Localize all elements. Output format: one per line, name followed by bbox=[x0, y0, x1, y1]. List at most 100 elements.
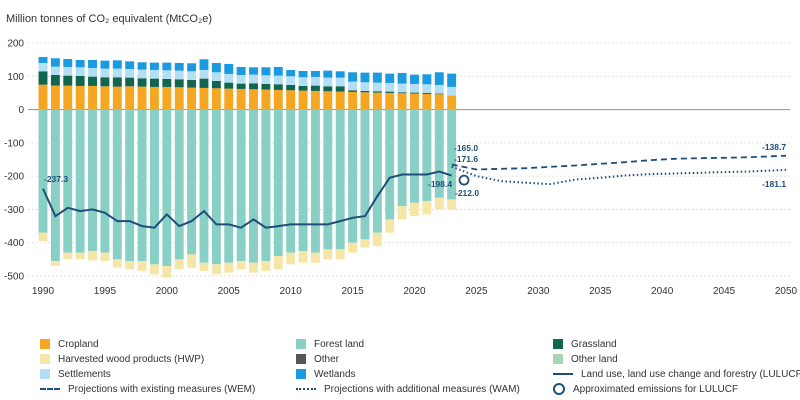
bar-cropland-2011 bbox=[298, 90, 308, 110]
axis-ticks: 200 100 0 -100 -200 -300 -400 -500 1990 1995 2000 2… bbox=[4, 39, 798, 298]
bar-forest-land-2000 bbox=[162, 109, 172, 267]
data-label: -181.1 bbox=[762, 179, 786, 189]
bar-settlements-2014 bbox=[335, 77, 345, 87]
bar-grassland-1997 bbox=[125, 77, 135, 87]
bar-forest-land-2012 bbox=[310, 109, 320, 253]
bar-harvested-wood-products-hwp--2022 bbox=[434, 197, 444, 210]
bar-harvested-wood-products-hwp--1995 bbox=[100, 252, 110, 262]
wem-line bbox=[451, 154, 787, 171]
bar-harvested-wood-products-hwp--2007 bbox=[249, 262, 258, 273]
data-label: -237.3 bbox=[44, 174, 68, 184]
bar-forest-land-1992 bbox=[63, 109, 73, 253]
bar-forest-land-2002 bbox=[187, 109, 197, 255]
bar-settlements-1991 bbox=[50, 66, 60, 75]
bar-settlements-2001 bbox=[174, 70, 184, 80]
bar-wetlands-2009 bbox=[273, 66, 283, 76]
bar-harvested-wood-products-hwp--1990 bbox=[38, 232, 48, 242]
x-tick-label: 1990 bbox=[32, 286, 55, 297]
legend-item-other: Other bbox=[296, 352, 339, 366]
legend-label: Cropland bbox=[58, 338, 99, 350]
bar-settlements-2008 bbox=[261, 75, 271, 84]
y-tick-label: 100 bbox=[7, 72, 24, 83]
bar-forest-land-2021 bbox=[422, 109, 432, 202]
legend-item-settlements: Settlements bbox=[40, 367, 111, 381]
bar-harvested-wood-products-hwp--2017 bbox=[372, 232, 382, 247]
legend-label: Forest land bbox=[314, 338, 365, 350]
bar-grassland-2014 bbox=[335, 86, 345, 92]
bar-grassland-1990 bbox=[38, 71, 48, 85]
bar-cropland-1999 bbox=[149, 86, 159, 110]
bar-forest-land-2018 bbox=[385, 109, 395, 220]
bar-grassland-2011 bbox=[298, 85, 308, 91]
circle-marker-icon bbox=[553, 383, 565, 395]
bar-cropland-2019 bbox=[397, 93, 407, 110]
bar-grassland-1994 bbox=[88, 76, 97, 86]
data-label: -212.0 bbox=[455, 188, 479, 198]
bar-cropland-2005 bbox=[224, 88, 234, 110]
bar-grassland-2001 bbox=[174, 79, 184, 88]
bar-harvested-wood-products-hwp--2008 bbox=[261, 261, 271, 272]
bar-harvested-wood-products-hwp--2009 bbox=[273, 256, 283, 270]
bar-cropland-2010 bbox=[286, 90, 296, 110]
legend-item-land-use-land-use-change-and-forestry-lulucf: Land use, land use change and forestry (… bbox=[553, 367, 800, 381]
bar-cropland-1990 bbox=[38, 84, 48, 110]
bar-settlements-2009 bbox=[273, 75, 283, 85]
bar-grassland-2020 bbox=[410, 92, 419, 94]
bar-grassland-2016 bbox=[360, 90, 370, 93]
y-tick-label: -400 bbox=[4, 238, 24, 249]
bars bbox=[38, 56, 457, 278]
bar-forest-land-2011 bbox=[298, 109, 308, 252]
bar-wetlands-1990 bbox=[38, 56, 48, 63]
data-label: -165.0 bbox=[454, 143, 478, 153]
lulucf-chart: Million tonnes of CO₂ equivalent (MtCO₂e… bbox=[4, 13, 798, 298]
bar-cropland-2004 bbox=[211, 88, 221, 110]
legend-label: Projections with additional measures (WA… bbox=[324, 383, 520, 395]
bar-harvested-wood-products-hwp--2019 bbox=[397, 206, 407, 220]
bar-harvested-wood-products-hwp--1992 bbox=[63, 252, 73, 260]
x-tick-label: 2005 bbox=[218, 286, 241, 297]
bar-forest-land-1991 bbox=[50, 109, 60, 262]
bar-cropland-1997 bbox=[125, 86, 135, 110]
bar-forest-land-1994 bbox=[88, 109, 97, 252]
bar-forest-land-2005 bbox=[224, 109, 234, 263]
bar-grassland-2012 bbox=[310, 85, 320, 91]
bar-settlements-2018 bbox=[385, 82, 395, 92]
bar-forest-land-2008 bbox=[261, 109, 271, 262]
bar-grassland-2002 bbox=[187, 79, 197, 88]
bar-wetlands-2004 bbox=[211, 62, 221, 73]
bar-cropland-1991 bbox=[50, 85, 60, 110]
bar-wetlands-2002 bbox=[187, 63, 197, 72]
bar-settlements-2004 bbox=[211, 72, 221, 81]
bar-wetlands-2005 bbox=[224, 63, 234, 74]
bar-cropland-2018 bbox=[385, 92, 395, 110]
bar-harvested-wood-products-hwp--2016 bbox=[360, 239, 370, 248]
bar-harvested-wood-products-hwp--2014 bbox=[335, 249, 345, 260]
bar-wetlands-2020 bbox=[410, 74, 419, 84]
dotted-line-icon bbox=[296, 388, 316, 390]
bar-cropland-2022 bbox=[434, 94, 444, 110]
bar-cropland-2001 bbox=[174, 87, 184, 110]
bar-cropland-2016 bbox=[360, 92, 370, 110]
approx-emissions-marker bbox=[458, 174, 470, 186]
bar-cropland-2006 bbox=[236, 88, 246, 110]
bar-cropland-2020 bbox=[410, 93, 419, 110]
legend-label: Wetlands bbox=[314, 368, 356, 380]
legend-label: Settlements bbox=[58, 368, 111, 380]
bar-wetlands-1991 bbox=[50, 58, 60, 67]
bar-grassland-2006 bbox=[236, 83, 246, 89]
lulucf-line bbox=[42, 170, 453, 229]
legend-label: Land use, land use change and forestry (… bbox=[581, 368, 800, 380]
legend-swatch bbox=[553, 354, 563, 364]
legend-item-forest-land: Forest land bbox=[296, 337, 364, 351]
annotations: -237.3 -165.0-171.6 -198.4-212.0 -138.7 -181… bbox=[44, 142, 786, 198]
x-tick-label: 2030 bbox=[527, 286, 550, 297]
bar-grassland-1998 bbox=[137, 78, 147, 87]
bar-settlements-2006 bbox=[236, 74, 246, 84]
bar-harvested-wood-products-hwp--2018 bbox=[385, 219, 395, 233]
solid-line-icon bbox=[553, 373, 573, 375]
bar-harvested-wood-products-hwp--1998 bbox=[137, 261, 147, 272]
bar-harvested-wood-products-hwp--1999 bbox=[149, 264, 159, 275]
legend-label: Other bbox=[314, 353, 340, 365]
bar-settlements-2019 bbox=[397, 83, 407, 93]
dashed-line-icon bbox=[40, 388, 60, 390]
